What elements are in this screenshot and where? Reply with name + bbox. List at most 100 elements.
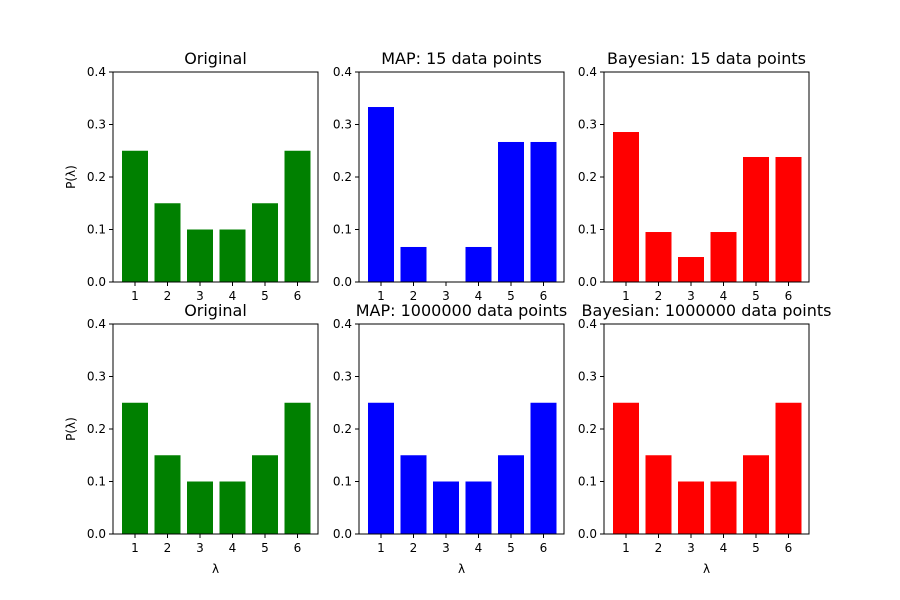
y-tick-label: 0.4 xyxy=(333,317,352,331)
subplot-title: Bayesian: 1000000 data points xyxy=(582,301,832,320)
x-tick-label: 3 xyxy=(687,541,695,555)
bar-1 xyxy=(613,402,639,534)
x-tick-label: 5 xyxy=(507,289,515,303)
x-tick-label: 1 xyxy=(377,289,385,303)
x-tick-label: 4 xyxy=(720,289,728,303)
x-tick-label: 1 xyxy=(622,541,630,555)
x-axis-label: λ xyxy=(458,562,465,576)
subplot-title: Original xyxy=(184,49,247,68)
bar-2 xyxy=(154,203,181,282)
y-tick-label: 0.4 xyxy=(578,65,597,79)
bar-3 xyxy=(433,481,459,534)
bar-5 xyxy=(743,156,769,282)
x-axis-label: λ xyxy=(212,562,219,576)
bar-5 xyxy=(743,455,769,534)
x-tick-label: 1 xyxy=(377,541,385,555)
bar-6 xyxy=(530,141,557,282)
y-tick-label: 0.2 xyxy=(333,422,352,436)
x-tick-label: 6 xyxy=(294,289,302,303)
bar-2 xyxy=(400,246,427,282)
y-tick-label: 0.3 xyxy=(333,118,352,132)
x-tick-label: 2 xyxy=(655,289,663,303)
x-tick-label: 2 xyxy=(410,541,418,555)
subplot-6: 0.0 0.1 0.2 0.3 0.4 1 2 3 4 5 6 Bayesian: 1000000 d… xyxy=(578,301,832,576)
bar-6 xyxy=(284,402,311,534)
x-axis-label: λ xyxy=(703,562,710,576)
x-tick-label: 4 xyxy=(475,289,483,303)
y-tick-label: 0.3 xyxy=(87,118,106,132)
x-tick-label: 6 xyxy=(785,541,793,555)
y-tick-label: 0.1 xyxy=(578,475,597,489)
y-tick-label: 0.1 xyxy=(333,223,352,237)
y-tick-label: 0.0 xyxy=(578,275,597,289)
x-tick-label: 1 xyxy=(622,289,630,303)
y-tick-label: 0.4 xyxy=(87,317,106,331)
bar-1 xyxy=(122,402,148,534)
bar-6 xyxy=(284,150,311,282)
x-tick-label: 4 xyxy=(229,541,237,555)
bar-3 xyxy=(678,481,704,534)
subplot-title: Original xyxy=(184,301,247,320)
y-tick-label: 0.0 xyxy=(578,527,597,541)
bar-2 xyxy=(154,455,181,534)
y-tick-label: 0.3 xyxy=(333,370,352,384)
x-tick-label: 5 xyxy=(261,289,269,303)
y-tick-label: 0.0 xyxy=(87,275,106,289)
x-tick-label: 6 xyxy=(540,289,548,303)
x-tick-label: 5 xyxy=(752,541,760,555)
subplot-2: 0.0 0.1 0.2 0.3 0.4 1 2 3 4 5 6 MAP: 15 data points xyxy=(333,49,565,303)
x-tick-label: 3 xyxy=(442,541,450,555)
y-tick-label: 0.4 xyxy=(578,317,597,331)
x-tick-label: 4 xyxy=(720,541,728,555)
bar-2 xyxy=(645,455,672,534)
bar-4 xyxy=(465,246,492,282)
y-tick-label: 0.3 xyxy=(578,370,597,384)
x-tick-label: 2 xyxy=(164,541,172,555)
x-tick-label: 6 xyxy=(540,541,548,555)
x-tick-label: 1 xyxy=(131,541,139,555)
y-tick-label: 0.2 xyxy=(333,170,352,184)
bar-3 xyxy=(678,257,704,282)
x-tick-label: 5 xyxy=(752,289,760,303)
subplot-1: 0.0 0.1 0.2 0.3 0.4 1 2 3 4 5 6 Original P(λ) xyxy=(64,49,319,303)
bar-2 xyxy=(400,455,427,534)
bar-6 xyxy=(775,156,802,282)
y-tick-label: 0.2 xyxy=(578,170,597,184)
x-tick-label: 5 xyxy=(261,541,269,555)
x-tick-label: 2 xyxy=(655,541,663,555)
y-axis-label: P(λ) xyxy=(64,165,78,189)
x-tick-label: 3 xyxy=(196,541,204,555)
subplot-title: MAP: 15 data points xyxy=(381,49,542,68)
bar-1 xyxy=(613,132,639,282)
y-tick-label: 0.0 xyxy=(333,275,352,289)
bar-4 xyxy=(710,232,737,282)
bar-4 xyxy=(465,481,492,534)
bar-6 xyxy=(530,402,557,534)
y-tick-label: 0.1 xyxy=(578,223,597,237)
y-tick-label: 0.3 xyxy=(578,118,597,132)
subplot-title: Bayesian: 15 data points xyxy=(607,49,806,68)
x-tick-label: 1 xyxy=(131,289,139,303)
y-tick-label: 0.2 xyxy=(578,422,597,436)
bar-4 xyxy=(219,481,246,534)
y-tick-label: 0.1 xyxy=(87,475,106,489)
y-tick-label: 0.1 xyxy=(87,223,106,237)
bar-3 xyxy=(187,229,213,282)
x-tick-label: 4 xyxy=(475,541,483,555)
x-tick-label: 2 xyxy=(164,289,172,303)
subplot-title: MAP: 1000000 data points xyxy=(356,301,567,320)
bar-2 xyxy=(645,232,672,282)
x-tick-label: 6 xyxy=(785,289,793,303)
bar-6 xyxy=(775,402,802,534)
x-tick-label: 3 xyxy=(196,289,204,303)
y-tick-label: 0.1 xyxy=(333,475,352,489)
x-tick-label: 3 xyxy=(442,289,450,303)
bar-5 xyxy=(252,455,278,534)
x-tick-label: 4 xyxy=(229,289,237,303)
bar-3 xyxy=(187,481,213,534)
bar-4 xyxy=(219,229,246,282)
bar-4 xyxy=(710,481,737,534)
y-tick-label: 0.2 xyxy=(87,170,106,184)
subplot-4: 0.0 0.1 0.2 0.3 0.4 1 2 3 4 5 6 Original P(λ) λ xyxy=(64,301,319,576)
